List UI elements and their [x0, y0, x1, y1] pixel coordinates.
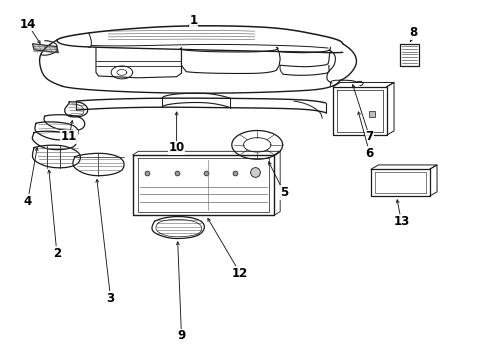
Text: 12: 12 — [232, 267, 248, 280]
Text: 14: 14 — [20, 18, 36, 31]
Text: 3: 3 — [106, 292, 115, 305]
Polygon shape — [32, 44, 58, 53]
Text: 9: 9 — [177, 329, 186, 342]
Text: 13: 13 — [393, 215, 410, 228]
Text: 10: 10 — [169, 141, 185, 154]
Text: 1: 1 — [190, 14, 198, 27]
Text: 11: 11 — [61, 130, 77, 144]
Text: 8: 8 — [410, 27, 417, 40]
Text: 5: 5 — [280, 186, 288, 199]
Text: 6: 6 — [366, 147, 374, 159]
Text: 7: 7 — [366, 130, 374, 144]
Text: 4: 4 — [24, 195, 32, 208]
Text: 2: 2 — [53, 247, 61, 260]
